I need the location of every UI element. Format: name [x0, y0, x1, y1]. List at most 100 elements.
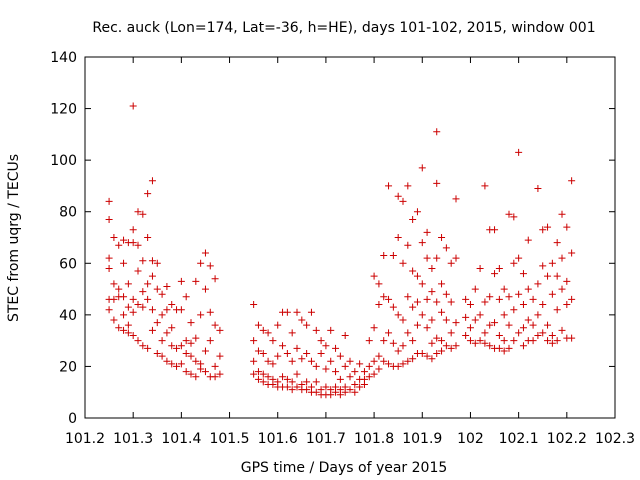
data-point	[336, 391, 344, 399]
data-point	[327, 391, 335, 399]
data-point	[356, 383, 364, 391]
data-point	[510, 337, 518, 345]
data-point	[134, 301, 142, 309]
data-point	[428, 316, 436, 324]
data-point	[529, 321, 537, 329]
data-point	[399, 259, 407, 267]
data-point	[211, 362, 219, 370]
data-point	[264, 329, 272, 337]
data-point	[380, 357, 388, 365]
data-point	[173, 344, 181, 352]
data-points	[105, 102, 576, 399]
data-point	[433, 254, 441, 262]
data-point	[471, 285, 479, 293]
data-point	[293, 308, 301, 316]
data-point	[365, 373, 373, 381]
data-point	[438, 280, 446, 288]
data-point	[264, 373, 272, 381]
data-point	[418, 164, 426, 172]
data-point	[197, 311, 205, 319]
data-point	[129, 226, 137, 234]
data-point	[462, 331, 470, 339]
data-point	[283, 308, 291, 316]
x-tick-label: 101.6	[258, 431, 298, 447]
data-point	[163, 329, 171, 337]
data-point	[182, 337, 190, 345]
data-point	[389, 339, 397, 347]
data-point	[153, 259, 161, 267]
data-point	[115, 241, 123, 249]
x-tick-label: 101.9	[402, 431, 442, 447]
data-point	[404, 329, 412, 337]
data-point	[293, 383, 301, 391]
data-point	[558, 285, 566, 293]
data-point	[303, 386, 311, 394]
data-point	[134, 241, 142, 249]
data-point	[336, 352, 344, 360]
data-point	[452, 342, 460, 350]
data-point	[288, 329, 296, 337]
data-point	[279, 373, 287, 381]
data-point	[409, 215, 417, 223]
data-point	[250, 337, 258, 345]
data-point	[385, 295, 393, 303]
data-point	[539, 301, 547, 309]
data-point	[124, 329, 132, 337]
data-point	[534, 331, 542, 339]
data-point	[312, 362, 320, 370]
data-point	[139, 257, 147, 265]
data-point	[351, 368, 359, 376]
data-point	[312, 388, 320, 396]
data-point	[534, 311, 542, 319]
data-point	[428, 355, 436, 363]
data-point	[356, 360, 364, 368]
data-point	[505, 210, 513, 218]
data-point	[288, 386, 296, 394]
data-point	[346, 357, 354, 365]
data-point	[515, 254, 523, 262]
data-point	[500, 311, 508, 319]
data-point	[168, 360, 176, 368]
data-point	[254, 347, 262, 355]
data-point	[558, 326, 566, 334]
data-point	[153, 285, 161, 293]
data-point	[413, 298, 421, 306]
data-point	[182, 368, 190, 376]
data-point	[105, 254, 113, 262]
data-point	[332, 344, 340, 352]
data-point	[206, 337, 214, 345]
data-point	[495, 331, 503, 339]
x-tick-label: 101.4	[161, 431, 201, 447]
data-point	[491, 226, 499, 234]
data-point	[153, 319, 161, 327]
data-point	[211, 275, 219, 283]
data-point	[409, 303, 417, 311]
data-point	[438, 234, 446, 241]
data-point	[129, 102, 137, 110]
data-point	[515, 148, 523, 156]
data-point	[351, 380, 359, 388]
data-point	[544, 272, 552, 280]
data-point	[375, 301, 383, 309]
data-point	[129, 331, 137, 339]
data-point	[481, 329, 489, 337]
y-tick-label: 60	[59, 256, 77, 272]
data-point	[187, 370, 195, 378]
data-point	[288, 378, 296, 386]
data-point	[548, 331, 556, 339]
data-point	[563, 223, 571, 231]
data-point	[298, 355, 306, 363]
data-point	[519, 270, 527, 278]
data-point	[544, 321, 552, 329]
data-point	[177, 360, 185, 368]
data-point	[254, 321, 262, 329]
data-point	[418, 311, 426, 319]
data-point	[153, 350, 161, 358]
data-point	[110, 316, 118, 324]
data-point	[216, 326, 224, 334]
x-axis-label: GPS time / Days of year 2015	[241, 460, 448, 476]
data-point	[505, 321, 513, 329]
data-point	[476, 337, 484, 345]
data-point	[568, 295, 576, 303]
data-point	[148, 272, 156, 280]
